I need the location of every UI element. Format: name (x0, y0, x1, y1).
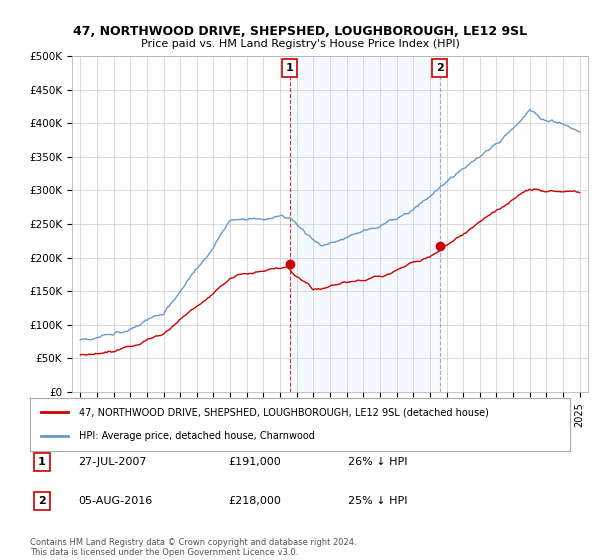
Text: 2: 2 (38, 496, 46, 506)
Text: 1: 1 (38, 457, 46, 467)
Text: 47, NORTHWOOD DRIVE, SHEPSHED, LOUGHBOROUGH, LE12 9SL: 47, NORTHWOOD DRIVE, SHEPSHED, LOUGHBORO… (73, 25, 527, 38)
Text: 05-AUG-2016: 05-AUG-2016 (78, 496, 152, 506)
Text: 1: 1 (286, 63, 293, 73)
Text: HPI: Average price, detached house, Charnwood: HPI: Average price, detached house, Char… (79, 431, 314, 441)
Text: 47, NORTHWOOD DRIVE, SHEPSHED, LOUGHBOROUGH, LE12 9SL (detached house): 47, NORTHWOOD DRIVE, SHEPSHED, LOUGHBORO… (79, 408, 488, 418)
Bar (290, 56, 440, 392)
Text: £191,000: £191,000 (228, 457, 281, 467)
Text: 27-JUL-2007: 27-JUL-2007 (78, 457, 146, 467)
Text: 2: 2 (436, 63, 443, 73)
Text: 25% ↓ HPI: 25% ↓ HPI (348, 496, 407, 506)
Text: 26% ↓ HPI: 26% ↓ HPI (348, 457, 407, 467)
Text: Contains HM Land Registry data © Crown copyright and database right 2024.
This d: Contains HM Land Registry data © Crown c… (30, 538, 356, 557)
Text: Price paid vs. HM Land Registry's House Price Index (HPI): Price paid vs. HM Land Registry's House … (140, 39, 460, 49)
Text: £218,000: £218,000 (228, 496, 281, 506)
